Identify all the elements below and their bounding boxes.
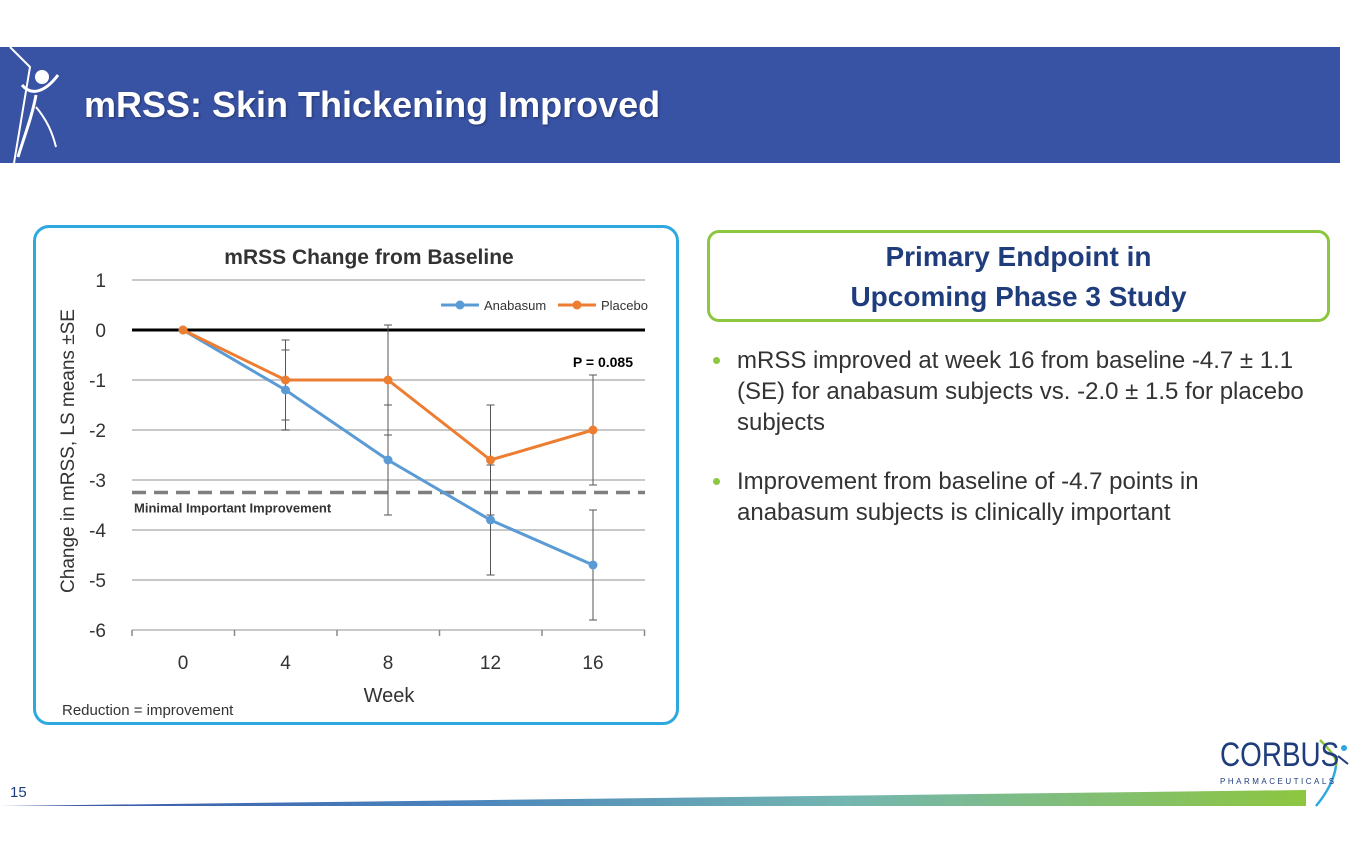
x-axis: 0 4 8 12 16 xyxy=(131,630,646,674)
x-tick-label: 0 xyxy=(178,653,189,674)
line-chart: mRSS Change from Baseline 1 0 -1 -2 -3 -4 -5 -6… xyxy=(58,246,648,719)
x-tick-label: 4 xyxy=(280,653,291,674)
reference-line-label: Minimal Important Improvement xyxy=(134,501,332,516)
company-sub: PHARMACEUTICALS xyxy=(1220,777,1337,786)
data-point-anabasum xyxy=(486,515,495,525)
bullet-dot-icon xyxy=(713,478,720,485)
data-point-placebo xyxy=(383,375,393,385)
chart-note: Reduction = improvement xyxy=(62,702,234,719)
y-tick-label: -1 xyxy=(89,371,106,392)
legend-marker-placebo xyxy=(572,300,582,310)
bullet-list: mRSS improved at week 16 from baseline -… xyxy=(710,345,1310,556)
data-point-placebo xyxy=(588,425,598,435)
reference-line-group: Minimal Important Improvement xyxy=(132,490,645,516)
x-tick-label: 8 xyxy=(383,653,394,674)
legend-label: Placebo xyxy=(601,298,648,313)
data-point-anabasum xyxy=(588,560,598,570)
chart-legend: Anabasum Placebo xyxy=(441,298,648,313)
primary-endpoint-callout: Primary Endpoint in Upcoming Phase 3 Stu… xyxy=(707,230,1330,322)
corbus-swoosh-icon xyxy=(1315,739,1349,807)
figure-logo-icon xyxy=(9,47,60,163)
y-tick-label: -4 xyxy=(89,521,106,542)
y-axis-ticks: 1 0 -1 -2 -3 -4 -5 -6 xyxy=(89,271,106,642)
data-point-placebo xyxy=(486,455,495,465)
p-value-annotation: P = 0.085 xyxy=(573,354,633,370)
y-axis-label: Change in mRSS, LS means ±SE xyxy=(58,309,79,593)
bullet-text: mRSS improved at week 16 from baseline -… xyxy=(737,347,1304,436)
callout-line-2: Upcoming Phase 3 Study xyxy=(850,281,1187,312)
x-axis-label: Week xyxy=(364,685,416,707)
company-name: CORBUS xyxy=(1220,736,1340,774)
bullet-dot-icon xyxy=(713,357,720,364)
y-tick-label: 1 xyxy=(95,271,106,292)
data-point-anabasum xyxy=(383,455,393,465)
y-tick-label: -5 xyxy=(89,571,106,592)
bullet-item: Improvement from baseline of -4.7 points… xyxy=(710,466,1310,528)
slide-title: mRSS: Skin Thickening Improved xyxy=(84,84,661,125)
error-bars xyxy=(281,324,597,621)
y-tick-label: -3 xyxy=(89,471,106,492)
y-tick-label: 0 xyxy=(95,321,106,342)
data-point-placebo xyxy=(178,325,188,335)
data-point-placebo xyxy=(281,375,290,385)
x-tick-label: 12 xyxy=(480,653,501,674)
callout-line-1: Primary Endpoint in xyxy=(885,241,1152,272)
y-tick-label: -6 xyxy=(89,621,106,642)
title-bar xyxy=(0,47,1340,163)
legend-marker-anabasum xyxy=(455,300,465,310)
y-tick-label: -2 xyxy=(89,421,106,442)
chart-panel: mRSS Change from Baseline 1 0 -1 -2 -3 -4 -5 -6… xyxy=(33,225,679,725)
page-number: 15 xyxy=(10,784,27,801)
bullet-item: mRSS improved at week 16 from baseline -… xyxy=(710,345,1310,438)
chart-title: mRSS Change from Baseline xyxy=(224,246,513,269)
bullet-text: Improvement from baseline of -4.7 points… xyxy=(737,468,1199,526)
corbus-logo: CORBUS PHARMACEUTICALS xyxy=(1210,730,1350,810)
data-point-anabasum xyxy=(281,385,290,395)
legend-label: Anabasum xyxy=(484,298,546,313)
x-tick-label: 16 xyxy=(582,653,603,674)
footer-gradient-bar xyxy=(0,790,1306,806)
series-lines xyxy=(178,325,598,570)
